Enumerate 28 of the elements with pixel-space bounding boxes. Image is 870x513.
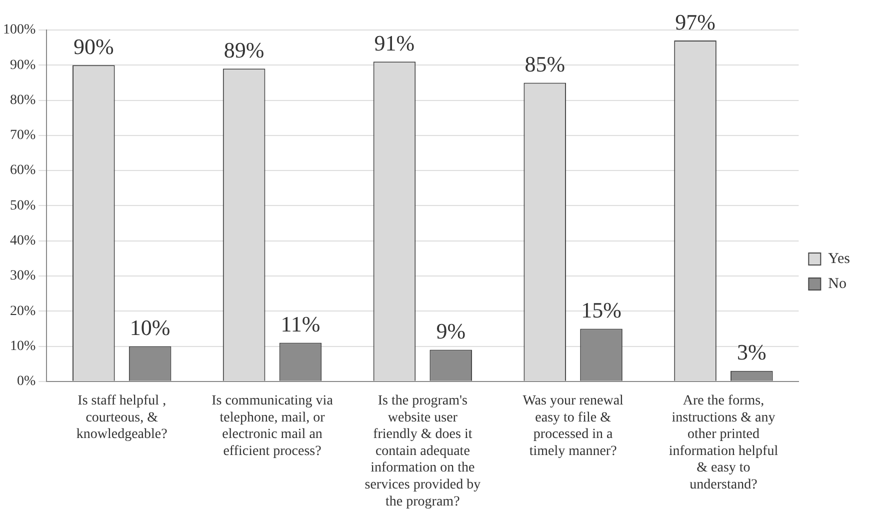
y-tick-label: 60% [10, 163, 36, 178]
y-tick-label: 40% [10, 234, 36, 249]
y-tick-label: 10% [10, 338, 36, 354]
data-label: 89% [224, 37, 264, 62]
legend-label: No [828, 276, 847, 292]
data-label: 85% [524, 51, 566, 76]
data-label: 10% [130, 315, 170, 340]
data-label: 9% [436, 318, 466, 344]
data-label: 97% [675, 9, 716, 34]
y-tick-label: 100% [2, 22, 36, 38]
y-tick-label: 30% [10, 268, 36, 284]
y-tick-label: 70% [10, 128, 36, 144]
y-tick-label: 0% [16, 374, 36, 390]
y-tick-label: 80% [10, 92, 36, 108]
y-tick-label: 20% [10, 304, 36, 319]
data-label: 3% [737, 340, 766, 365]
data-label: 15% [581, 297, 622, 322]
data-label: 11% [280, 312, 320, 337]
x-tick-label: Is the program's website user friendly & does it contain adequate information on the services provided by the program? [364, 393, 481, 510]
x-tick-label: Is staff helpful , courteous, & knowledgeable? [76, 393, 168, 442]
y-tick-label: 50% [10, 198, 36, 214]
x-tick-label: Are the forms, instructions & any other printed information helpful & easy to understand? [668, 393, 778, 492]
y-tick-label: 90% [10, 58, 36, 73]
x-tick-label: Is communicating via telephone, mail, or electronic mail an efficient process? [212, 393, 334, 459]
data-label: 91% [374, 30, 415, 56]
legend-label: Yes [828, 250, 850, 267]
x-tick-label: Was your renewal easy to file & processed in a timely manner? [522, 393, 624, 459]
data-label: 90% [74, 34, 114, 59]
